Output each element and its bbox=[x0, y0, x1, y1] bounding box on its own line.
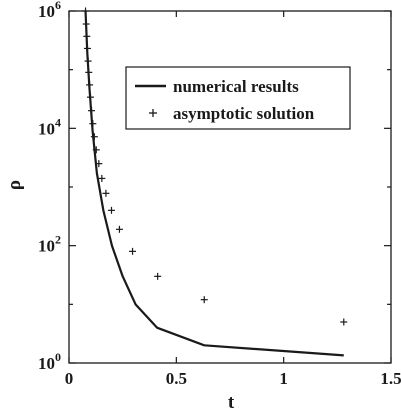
legend-item: asymptotic solution bbox=[149, 104, 315, 123]
x-tick-label: 0 bbox=[65, 369, 74, 388]
x-tick-label: 0.5 bbox=[166, 369, 187, 388]
legend-item: numerical results bbox=[135, 77, 299, 96]
plus-marker bbox=[84, 57, 92, 65]
legend-label: asymptotic solution bbox=[173, 104, 315, 123]
plus-marker bbox=[86, 93, 94, 101]
plus-marker bbox=[102, 189, 110, 197]
y-tick-label: 104 bbox=[38, 115, 61, 138]
legend-box bbox=[125, 66, 351, 130]
x-tick-label: 1.5 bbox=[380, 369, 401, 388]
y-tick-label: 100 bbox=[38, 350, 61, 373]
plus-marker bbox=[83, 32, 91, 40]
plus-marker bbox=[108, 206, 116, 214]
plus-marker bbox=[115, 225, 123, 233]
axis-labels: t ρ bbox=[4, 180, 235, 413]
plus-marker bbox=[129, 247, 137, 255]
plus-marker bbox=[92, 146, 100, 154]
plus-marker bbox=[86, 81, 94, 89]
plot-area bbox=[68, 10, 392, 364]
plus-marker bbox=[340, 318, 348, 326]
plus-marker bbox=[82, 20, 90, 28]
legend-label: numerical results bbox=[173, 77, 299, 96]
legend: numerical results asymptotic solution bbox=[125, 66, 351, 130]
series-layer bbox=[82, 7, 348, 357]
plus-marker bbox=[82, 7, 90, 15]
plus-marker bbox=[85, 68, 93, 76]
axes: 0 0.5 1 1.5 100 102 104 106 bbox=[38, 0, 401, 388]
y-axis-label: ρ bbox=[4, 180, 25, 190]
x-axis-label: t bbox=[228, 392, 235, 413]
plus-marker bbox=[88, 107, 96, 115]
y-tick-label: 102 bbox=[38, 233, 61, 256]
plus-marker bbox=[90, 133, 98, 141]
x-tick-label: 1 bbox=[279, 369, 288, 388]
plus-marker bbox=[95, 160, 103, 168]
plot-frame bbox=[68, 10, 392, 364]
plus-marker bbox=[200, 296, 208, 304]
plus-marker bbox=[89, 120, 97, 128]
y-tick-label: 106 bbox=[38, 0, 61, 21]
plus-marker bbox=[154, 272, 162, 280]
plus-marker bbox=[83, 44, 91, 52]
plus-marker bbox=[98, 174, 106, 182]
